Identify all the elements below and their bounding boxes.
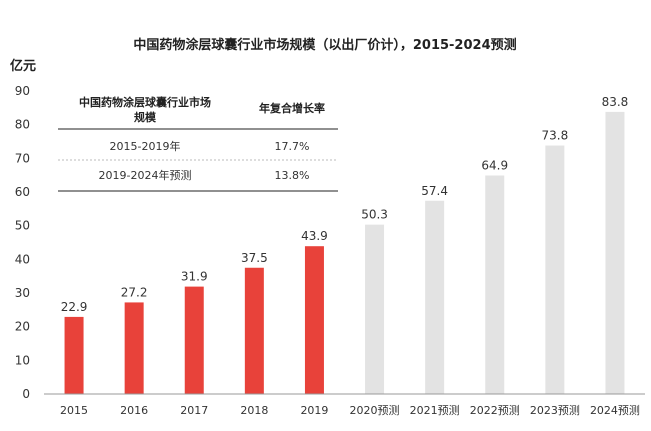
bar-2019 xyxy=(304,246,324,394)
data-label: 83.8 xyxy=(602,95,629,109)
data-labels: 22.9 27.2 31.9 37.5 43.9 50.3 57.4 64.9 73.8 83.8 xyxy=(61,95,629,314)
x-tick-label: 2015 xyxy=(60,404,88,417)
x-tick-label: 2024预测 xyxy=(590,404,640,417)
bar-series xyxy=(64,111,625,394)
data-label: 31.9 xyxy=(181,270,208,284)
data-label: 37.5 xyxy=(241,251,268,265)
y-axis-unit-label: 亿元 xyxy=(10,58,36,74)
y-tick-label: 10 xyxy=(15,353,30,367)
x-axis: 2015 2016 2017 2018 2019 2020预测 2021预测 2022预测 20… xyxy=(60,404,640,417)
bar-2018 xyxy=(244,267,264,394)
cagr-table-row1-period: 2015-2019年 xyxy=(110,139,181,153)
x-tick-label: 2019 xyxy=(300,404,328,417)
data-label: 57.4 xyxy=(421,184,448,198)
data-label: 64.9 xyxy=(481,159,508,173)
data-label: 73.8 xyxy=(541,129,568,143)
bar-2023预测 xyxy=(545,145,565,394)
bar-2024预测 xyxy=(605,111,625,394)
data-label: 22.9 xyxy=(61,300,88,314)
x-tick-label: 2023预测 xyxy=(530,404,580,417)
y-tick-label: 0 xyxy=(22,387,30,401)
y-tick-label: 40 xyxy=(15,252,30,266)
y-tick-label: 20 xyxy=(15,320,30,334)
bar-2016 xyxy=(124,302,144,394)
y-tick-label: 60 xyxy=(15,185,30,199)
bar-2021预测 xyxy=(425,200,445,394)
cagr-table-header-size-line2: 规模 xyxy=(134,110,157,124)
data-label: 43.9 xyxy=(301,229,328,243)
y-tick-label: 80 xyxy=(15,118,30,132)
x-tick-label: 2021预测 xyxy=(410,404,460,417)
bar-2022预测 xyxy=(485,175,505,394)
bar-2015 xyxy=(64,316,84,394)
y-tick-label: 90 xyxy=(15,84,30,98)
cagr-table-header-cagr: 年复合增长率 xyxy=(259,101,325,115)
bar-2020预测 xyxy=(365,224,385,394)
bar-2017 xyxy=(184,286,204,394)
cagr-table-row1-rate: 17.7% xyxy=(275,140,310,153)
cagr-table: 中国药物涂层球囊行业市场 规模 年复合增长率 2015-2019年 17.7% … xyxy=(58,95,338,192)
cagr-table-header-size-line1: 中国药物涂层球囊行业市场 xyxy=(79,95,211,109)
chart-title: 中国药物涂层球囊行业市场规模（以出厂价计），2015-2024预测 xyxy=(133,37,516,53)
x-tick-label: 2017 xyxy=(180,404,208,417)
x-tick-label: 2022预测 xyxy=(470,404,520,417)
y-tick-label: 70 xyxy=(15,151,30,165)
x-tick-label: 2016 xyxy=(120,404,148,417)
x-tick-label: 2018 xyxy=(240,404,268,417)
y-tick-label: 30 xyxy=(15,286,30,300)
y-tick-label: 50 xyxy=(15,219,30,233)
cagr-table-row2-rate: 13.8% xyxy=(275,169,310,182)
data-label: 50.3 xyxy=(361,208,388,222)
x-tick-label: 2020预测 xyxy=(350,404,400,417)
cagr-table-row2-period: 2019-2024年预测 xyxy=(99,168,192,182)
y-axis: 0 10 20 30 40 50 60 70 80 90 xyxy=(15,84,30,401)
data-label: 27.2 xyxy=(121,285,148,299)
